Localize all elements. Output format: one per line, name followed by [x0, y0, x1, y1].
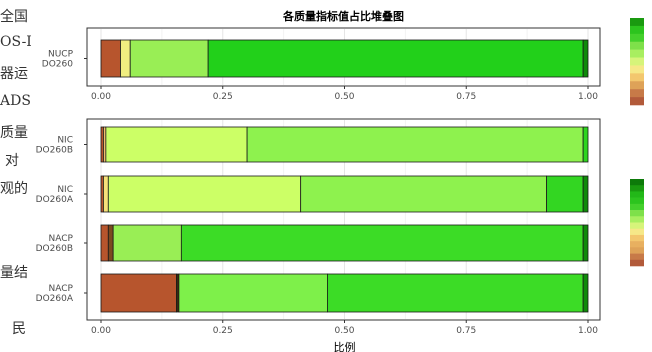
legend-swatch [630, 65, 644, 74]
bar-segment [107, 175, 302, 213]
y-category-label: NIC [57, 185, 73, 195]
y-category-label: NUCP [48, 50, 74, 60]
x-tick-label: 0.00 [91, 326, 111, 336]
legend-swatch [630, 185, 644, 192]
y-category-label: NACP [49, 284, 74, 294]
legend-swatch [630, 210, 644, 217]
x-tick-label: 0.00 [91, 92, 111, 102]
bar-segment [327, 273, 584, 313]
legend-swatch [630, 25, 644, 35]
bg-text-line: 量结 [0, 265, 28, 281]
bar-segment [100, 39, 121, 78]
y-category-label: NACP [49, 234, 74, 244]
legend-swatch [630, 97, 644, 106]
y-category-label: DO260B [36, 146, 73, 156]
legend-swatch [630, 203, 644, 211]
legend-swatch [630, 41, 644, 50]
legend-swatch [630, 18, 644, 27]
legend-swatch [630, 197, 644, 205]
x-tick-label: 0.75 [456, 326, 476, 336]
background-document-text: 全国 OS-I 器运 ADS 质量 对 观的 量结 民 [0, 0, 32, 352]
bg-text-line: 质量 [0, 125, 28, 141]
y-category-label: DO260B [36, 244, 73, 254]
bg-text-line: 全国 [0, 9, 28, 25]
y-category-label: DO260A [36, 294, 74, 304]
bar-segment [180, 224, 584, 262]
legend-swatch [630, 89, 644, 98]
legend-swatch [630, 222, 644, 230]
legend-swatch [630, 57, 644, 66]
bar-segment [582, 175, 589, 213]
bar-segment [246, 126, 584, 163]
legend-swatch [630, 259, 644, 267]
bar-segment [582, 224, 589, 262]
bar-segment [207, 39, 584, 78]
legend-swatch [630, 228, 644, 236]
bar-segment [112, 224, 182, 262]
bar-segment [100, 273, 177, 313]
bg-text-line: ADS [0, 93, 31, 109]
legend-swatch [630, 49, 644, 58]
legend-swatch [630, 81, 644, 90]
x-tick-label: 0.50 [334, 326, 354, 336]
bg-text-line: 民 [12, 321, 26, 337]
bar-segment [582, 39, 589, 78]
legend-swatch [630, 191, 644, 198]
x-tick-label: 1.00 [578, 326, 598, 336]
legend-swatch [630, 253, 644, 261]
x-tick-label: 1.00 [578, 92, 598, 102]
x-tick-label: 0.75 [456, 92, 476, 102]
bar-segment [107, 224, 114, 262]
bg-text-line: 器运 [0, 66, 28, 82]
legend-swatch [630, 216, 644, 223]
bg-text-line: 观的 [0, 181, 28, 197]
y-category-label: DO260 [42, 60, 73, 70]
legend-swatch [630, 33, 644, 43]
bg-text-line: 对 [5, 153, 19, 169]
legend-swatch [630, 247, 644, 254]
bar-segment [105, 126, 248, 163]
legend-swatch [630, 241, 644, 248]
bar-segment [120, 39, 131, 78]
x-tick-label: 0.50 [334, 92, 354, 102]
legend-swatch [630, 179, 644, 186]
bar-segment [100, 224, 109, 262]
bar-segment [546, 175, 584, 213]
y-category-label: NIC [57, 136, 73, 146]
bar-segment [178, 273, 328, 313]
bar-segment [582, 126, 589, 163]
chart-title: 各质量指标值占比堆叠图 [282, 9, 404, 23]
legend-swatch [630, 234, 644, 242]
bg-text-line: OS-I [0, 34, 32, 50]
x-tick-label: 0.25 [213, 92, 233, 102]
y-category-label: DO260A [36, 195, 74, 205]
x-tick-label: 0.25 [213, 326, 233, 336]
bar-segment [129, 39, 209, 78]
bar-segment [582, 273, 589, 313]
x-axis-label: 比例 [334, 340, 356, 352]
bar-segment [300, 175, 548, 213]
legend-swatch [630, 73, 644, 82]
bar-segment [103, 175, 109, 213]
